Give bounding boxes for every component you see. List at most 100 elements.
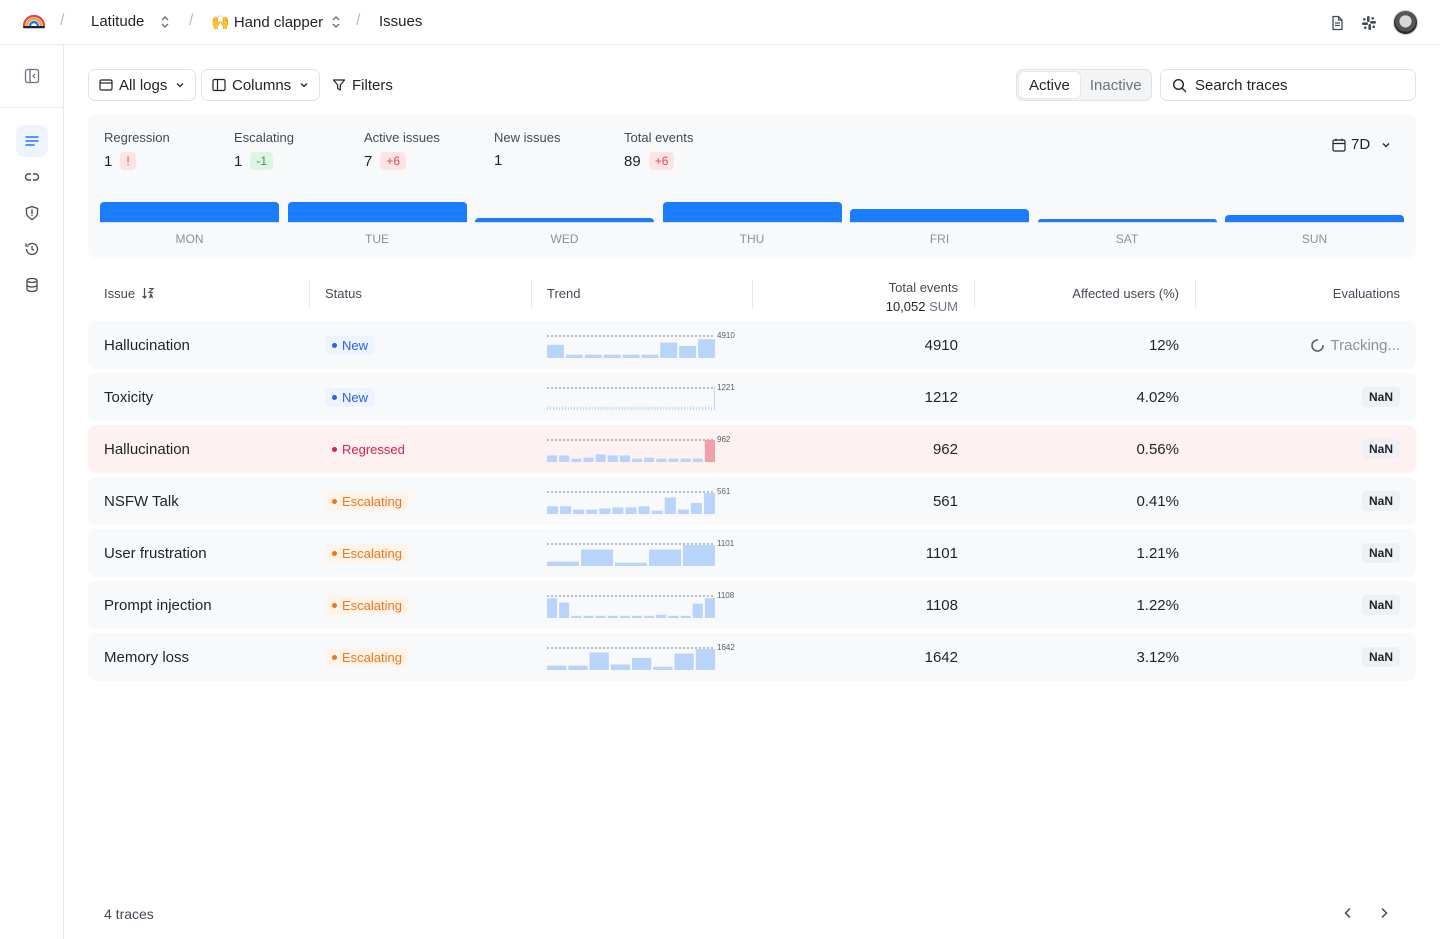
shield-icon[interactable]	[16, 197, 48, 229]
trend-sparkline: 1101	[547, 539, 735, 566]
database-icon[interactable]	[16, 269, 48, 301]
chevron-down-icon	[175, 80, 185, 90]
date-range-select[interactable]: 7D	[1332, 136, 1391, 153]
status-badge: Regressed	[325, 440, 412, 459]
trend-bar	[633, 406, 635, 410]
trend-bar	[656, 614, 667, 618]
trend-peak-label: 962	[717, 435, 731, 444]
table-row[interactable]: NSFW Talk Escalating 561 561 0.41% NaN	[88, 477, 1416, 525]
trend-bar	[679, 345, 697, 358]
affected-users-header[interactable]: Affected users (%)	[1072, 285, 1179, 301]
day-bar[interactable]	[475, 218, 654, 222]
evaluation-cell: NaN	[1211, 529, 1400, 577]
issue-name[interactable]: Toxicity	[104, 388, 154, 406]
all-logs-label: All logs	[119, 76, 168, 94]
table-row[interactable]: User frustration Escalating 1101 1101 1.21% N…	[88, 529, 1416, 577]
breadcrumb-project[interactable]: 🙌 Hand clapper	[211, 13, 341, 31]
evaluation-value: NaN	[1361, 491, 1400, 511]
table-row[interactable]: Memory loss Escalating 1642 1642 3.12% NaN	[88, 633, 1416, 681]
issue-name[interactable]: User frustration	[104, 544, 207, 562]
trend-bar	[660, 342, 678, 358]
breadcrumb-workspace[interactable]: Latitude	[91, 13, 170, 30]
active-tab[interactable]: Active	[1019, 72, 1080, 98]
total-events-header[interactable]: Total events 10,052 SUM	[768, 272, 958, 314]
evaluation-cell: NaN	[1211, 633, 1400, 681]
status-label: Escalating	[342, 545, 402, 561]
issue-name[interactable]: NSFW Talk	[104, 492, 179, 510]
trend-bar	[619, 615, 630, 618]
sort-icon[interactable]	[141, 286, 155, 300]
trend-bar	[573, 406, 575, 410]
affected-users-value: 3.12%	[1136, 648, 1179, 666]
day-label: TUE	[365, 232, 389, 246]
day-bar-track	[1225, 200, 1404, 223]
trend-bar	[560, 506, 572, 514]
trend-bar	[664, 497, 676, 514]
stat-value-row: 89 +6	[624, 152, 693, 170]
history-icon[interactable]	[16, 233, 48, 265]
avatar[interactable]	[1393, 10, 1418, 35]
evaluation-value: Tracking...	[1330, 336, 1400, 354]
status-header[interactable]: Status	[325, 285, 362, 301]
columns-button[interactable]: Columns	[201, 69, 321, 101]
filters-button[interactable]: Filters	[322, 69, 403, 101]
trend-bar	[584, 354, 602, 358]
breadcrumb-page[interactable]: Issues	[379, 13, 422, 30]
trend-bar	[669, 406, 671, 410]
day-bar-track	[475, 200, 654, 223]
logo-icon[interactable]	[22, 13, 46, 29]
status-dot	[332, 498, 337, 504]
evaluations-header[interactable]: Evaluations	[1332, 285, 1400, 301]
trend-bar	[649, 549, 681, 566]
inactive-tab[interactable]: Inactive	[1089, 76, 1142, 94]
trend-bar	[579, 406, 581, 410]
issue-name[interactable]: Prompt injection	[104, 596, 212, 614]
day-bar[interactable]	[287, 202, 467, 222]
search-input[interactable]: Search traces	[1160, 69, 1416, 101]
total-events-value: 1212	[924, 388, 958, 406]
stat-escalating: Escalating 1 -1	[234, 130, 294, 170]
trend-bar	[711, 406, 712, 410]
day-bar[interactable]	[662, 202, 842, 222]
table-row[interactable]: Hallucination Regressed 962 962 0.56% NaN	[88, 425, 1416, 473]
document-icon[interactable]	[1329, 15, 1345, 31]
day-bar[interactable]	[100, 202, 279, 222]
chevron-right-icon[interactable]	[1378, 906, 1390, 920]
trend-bar	[690, 503, 702, 514]
table-row[interactable]: Hallucination New 4910 4910 12% Tracking...	[88, 321, 1416, 369]
window-icon	[99, 78, 113, 92]
trend-cell: 1642	[547, 633, 747, 681]
day-bar[interactable]	[850, 209, 1029, 222]
evaluation-value: NaN	[1361, 439, 1400, 459]
table-row[interactable]: Prompt injection Escalating 1108 1108 1.22% N…	[88, 581, 1416, 629]
chevron-down-icon	[1381, 140, 1391, 150]
list-icon[interactable]	[16, 125, 48, 157]
issue-name[interactable]: Hallucination	[104, 336, 190, 354]
trend-bar	[638, 506, 650, 514]
issue-header-label: Issue	[104, 285, 136, 301]
day-bar[interactable]	[1225, 215, 1404, 222]
column-divider	[531, 280, 532, 308]
trend-bar	[668, 615, 679, 618]
trend-header[interactable]: Trend	[547, 285, 581, 301]
table-row[interactable]: Toxicity New 1221 1212 4.02% NaN	[88, 373, 1416, 421]
trend-bar	[615, 406, 617, 410]
link-icon[interactable]	[16, 161, 48, 193]
trend-cell: 1108	[547, 581, 747, 629]
column-divider	[309, 280, 310, 308]
all-logs-button[interactable]: All logs	[88, 69, 197, 101]
issue-name[interactable]: Hallucination	[104, 440, 190, 458]
date-range-label: 7D	[1351, 136, 1371, 153]
chevron-left-icon[interactable]	[1342, 906, 1354, 920]
trend-bar	[656, 458, 667, 462]
trend-bar	[622, 354, 640, 358]
trend-bar	[678, 406, 680, 410]
search-placeholder: Search traces	[1195, 76, 1288, 94]
sidebar-toggle-icon[interactable]	[0, 45, 63, 108]
trend-bar	[610, 664, 631, 670]
trend-bar	[547, 598, 558, 618]
issue-name[interactable]: Memory loss	[104, 648, 190, 666]
day-bar[interactable]	[1037, 219, 1217, 222]
issue-header[interactable]: Issue	[104, 272, 155, 314]
slack-icon[interactable]	[1361, 15, 1377, 31]
